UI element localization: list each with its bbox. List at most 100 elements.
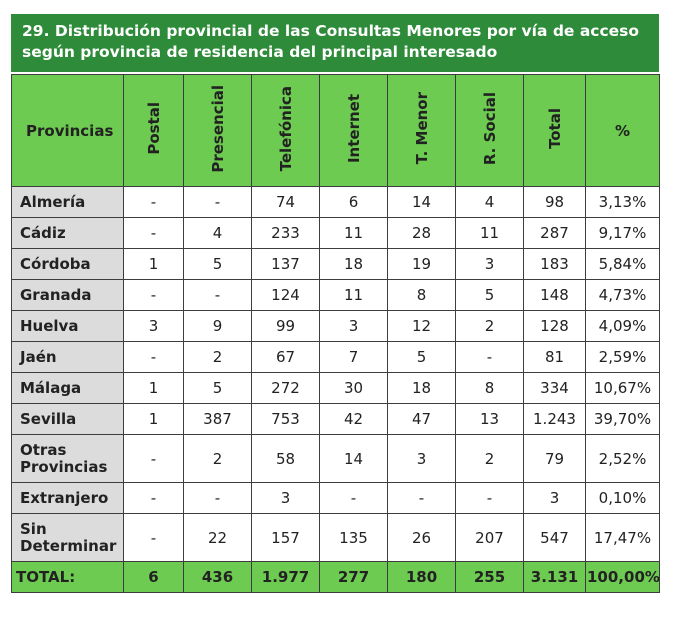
value-cell: 7 bbox=[319, 341, 388, 373]
province-cell: Almería bbox=[11, 186, 124, 218]
value-cell: 13 bbox=[455, 403, 524, 435]
value-cell: 1.243 bbox=[523, 403, 586, 435]
table-row: Huelva 3 9 99 3 12 2 128 4,09% bbox=[11, 310, 660, 342]
value-cell: 148 bbox=[523, 279, 586, 311]
total-cell: 1.977 bbox=[251, 561, 320, 593]
value-cell: 5 bbox=[183, 372, 252, 404]
header-row: Provincias Postal Presencial Telefónica Inte… bbox=[11, 74, 660, 187]
value-cell: 0,10% bbox=[585, 482, 660, 514]
table-row: Córdoba 1 5 137 18 19 3 183 5,84% bbox=[11, 248, 660, 280]
province-cell: Málaga bbox=[11, 372, 124, 404]
total-row: TOTAL: 6 436 1.977 277 180 255 3.131 100,00% bbox=[11, 561, 660, 593]
value-cell: - bbox=[123, 217, 184, 249]
value-cell: 287 bbox=[523, 217, 586, 249]
table-body: Almería - -74 6 14 4 98 3,13% Cádiz -4 233 11 28 11 28… bbox=[11, 186, 660, 562]
value-cell: 5,84% bbox=[585, 248, 660, 280]
province-cell: Sevilla bbox=[11, 403, 124, 435]
table-row: Sevilla 1 387 753 42 47 13 1.243 39,70% bbox=[11, 403, 660, 435]
value-cell: 135 bbox=[319, 513, 388, 562]
table-row: Granada - -124 11 8 5 148 4,73% bbox=[11, 279, 660, 311]
value-cell: 14 bbox=[319, 434, 388, 483]
value-cell: - bbox=[183, 482, 252, 514]
table-row: Jaén -2 67 7 5-81 2,59% bbox=[11, 341, 660, 373]
column-header: Internet bbox=[319, 74, 388, 187]
value-cell: 3 bbox=[251, 482, 320, 514]
value-cell: 47 bbox=[387, 403, 456, 435]
value-cell: 26 bbox=[387, 513, 456, 562]
table-container: 29. Distribución provincial de las Consu… bbox=[11, 14, 660, 593]
value-cell: - bbox=[183, 279, 252, 311]
value-cell: 2 bbox=[455, 310, 524, 342]
data-table: Provincias Postal Presencial Telefónica Inte… bbox=[11, 74, 660, 593]
value-cell: - bbox=[123, 341, 184, 373]
value-cell: 17,47% bbox=[585, 513, 660, 562]
total-cell: 6 bbox=[123, 561, 184, 593]
province-cell: Jaén bbox=[11, 341, 124, 373]
value-cell: 11 bbox=[455, 217, 524, 249]
table-row: Otras Provincias -2 58 14 3 2 79 2,52% bbox=[11, 434, 660, 483]
value-cell: 207 bbox=[455, 513, 524, 562]
value-cell: 4,09% bbox=[585, 310, 660, 342]
value-cell: 22 bbox=[183, 513, 252, 562]
value-cell: 99 bbox=[251, 310, 320, 342]
column-header: Postal bbox=[123, 74, 184, 187]
value-cell: 30 bbox=[319, 372, 388, 404]
value-cell: 233 bbox=[251, 217, 320, 249]
column-header: Presencial bbox=[183, 74, 252, 187]
value-cell: 128 bbox=[523, 310, 586, 342]
value-cell: 1 bbox=[123, 372, 184, 404]
value-cell: 8 bbox=[387, 279, 456, 311]
value-cell: 2 bbox=[183, 341, 252, 373]
value-cell: 753 bbox=[251, 403, 320, 435]
value-cell: 67 bbox=[251, 341, 320, 373]
value-cell: 18 bbox=[387, 372, 456, 404]
column-header: Telefónica bbox=[251, 74, 320, 187]
value-cell: 2 bbox=[183, 434, 252, 483]
value-cell: 183 bbox=[523, 248, 586, 280]
province-cell: Cádiz bbox=[11, 217, 124, 249]
value-cell: - bbox=[123, 482, 184, 514]
table-row: Málaga 1 5 272 30 18 8 334 10,67% bbox=[11, 372, 660, 404]
province-cell: Huelva bbox=[11, 310, 124, 342]
value-cell: 74 bbox=[251, 186, 320, 218]
value-cell: - bbox=[455, 482, 524, 514]
total-label: TOTAL: bbox=[11, 561, 124, 593]
province-cell: Extranjero bbox=[11, 482, 124, 514]
value-cell: 42 bbox=[319, 403, 388, 435]
value-cell: 12 bbox=[387, 310, 456, 342]
value-cell: 5 bbox=[183, 248, 252, 280]
table-row: Sin Determinar -22 157 135 26 207 547 17,47% bbox=[11, 513, 660, 562]
table-row: Cádiz -4 233 11 28 11 287 9,17% bbox=[11, 217, 660, 249]
value-cell: 18 bbox=[319, 248, 388, 280]
column-header: Provincias bbox=[11, 74, 124, 187]
value-cell: 39,70% bbox=[585, 403, 660, 435]
value-cell: 2,52% bbox=[585, 434, 660, 483]
value-cell: 14 bbox=[387, 186, 456, 218]
value-cell: 3 bbox=[123, 310, 184, 342]
value-cell: - bbox=[123, 279, 184, 311]
value-cell: 9 bbox=[183, 310, 252, 342]
value-cell: 1 bbox=[123, 403, 184, 435]
value-cell: - bbox=[123, 434, 184, 483]
value-cell: - bbox=[183, 186, 252, 218]
province-cell: Granada bbox=[11, 279, 124, 311]
value-cell: 79 bbox=[523, 434, 586, 483]
value-cell: 19 bbox=[387, 248, 456, 280]
title-line-1: 29. Distribución provincial de las Consu… bbox=[22, 22, 640, 40]
column-header: Total bbox=[523, 74, 586, 187]
value-cell: 4 bbox=[455, 186, 524, 218]
value-cell: 58 bbox=[251, 434, 320, 483]
total-cell: 436 bbox=[183, 561, 252, 593]
value-cell: 98 bbox=[523, 186, 586, 218]
value-cell: 157 bbox=[251, 513, 320, 562]
value-cell: - bbox=[319, 482, 388, 514]
value-cell: 11 bbox=[319, 279, 388, 311]
value-cell: 124 bbox=[251, 279, 320, 311]
value-cell: 2 bbox=[455, 434, 524, 483]
table-title: 29. Distribución provincial de las Consu… bbox=[11, 14, 659, 72]
value-cell: 547 bbox=[523, 513, 586, 562]
title-line-2: según provincia de residencia del princi… bbox=[22, 43, 498, 61]
value-cell: 3 bbox=[319, 310, 388, 342]
value-cell: - bbox=[123, 513, 184, 562]
column-header: % bbox=[585, 74, 660, 187]
